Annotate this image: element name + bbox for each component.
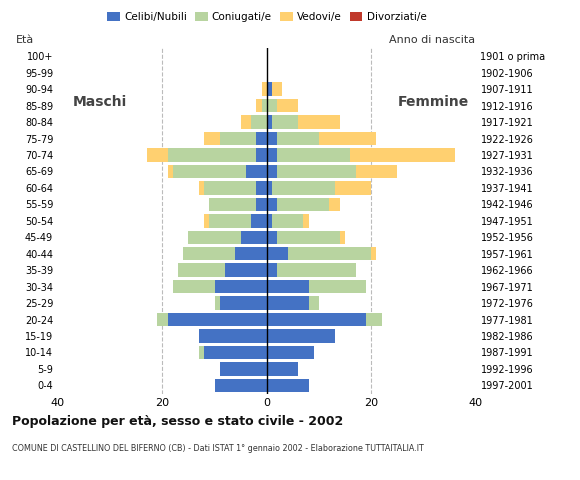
Bar [267,83,272,96]
Bar [267,296,309,310]
Bar [188,230,241,244]
Bar [168,313,267,326]
Bar [204,214,209,228]
Bar [267,115,272,129]
Bar [209,198,256,211]
Bar [241,230,267,244]
Text: COMUNE DI CASTELLINO DEL BIFERNO (CB) - Dati ISTAT 1° gennaio 2002 - Elaborazion: COMUNE DI CASTELLINO DEL BIFERNO (CB) - … [12,444,423,453]
Bar [272,214,303,228]
Bar [277,99,298,112]
Bar [277,230,340,244]
Bar [256,99,262,112]
Bar [267,148,277,162]
Bar [272,83,282,96]
Bar [267,247,288,261]
Bar [335,181,371,194]
Bar [256,148,267,162]
Bar [215,280,267,293]
Bar [267,313,366,326]
Bar [168,165,173,178]
Bar [356,165,397,178]
Bar [256,181,267,194]
Bar [220,362,267,376]
Legend: Celibi/Nubili, Coniugati/e, Vedovi/e, Divorziati/e: Celibi/Nubili, Coniugati/e, Vedovi/e, Di… [103,8,430,26]
Bar [277,198,329,211]
Bar [309,296,319,310]
Bar [288,247,371,261]
Bar [267,362,298,376]
Bar [319,132,376,145]
Bar [199,329,267,343]
Bar [267,264,277,277]
Bar [199,181,204,194]
Bar [267,198,277,211]
Bar [267,230,277,244]
Bar [267,329,335,343]
Bar [309,280,366,293]
Text: Anno di nascita: Anno di nascita [390,35,476,45]
Bar [183,247,235,261]
Bar [215,379,267,392]
Bar [267,132,277,145]
Bar [262,83,267,96]
Bar [277,132,319,145]
Bar [199,346,204,359]
Bar [267,346,314,359]
Bar [267,280,309,293]
Bar [340,230,345,244]
Bar [277,148,350,162]
Bar [366,313,382,326]
Bar [204,346,267,359]
Bar [204,181,256,194]
Bar [267,181,272,194]
Bar [256,132,267,145]
Bar [298,115,340,129]
Text: Età: Età [16,35,34,45]
Bar [204,132,220,145]
Text: Femmine: Femmine [398,95,469,109]
Bar [303,214,309,228]
Bar [267,165,277,178]
Bar [241,115,251,129]
Bar [267,214,272,228]
Bar [272,115,298,129]
Bar [209,214,251,228]
Bar [350,148,455,162]
Bar [262,99,267,112]
Bar [246,165,267,178]
Bar [251,214,267,228]
Text: Maschi: Maschi [72,95,127,109]
Bar [220,296,267,310]
Bar [173,165,246,178]
Bar [225,264,267,277]
Bar [147,148,168,162]
Bar [168,148,256,162]
Bar [277,264,356,277]
Bar [267,379,309,392]
Bar [371,247,376,261]
Bar [256,198,267,211]
Bar [157,313,168,326]
Bar [220,132,256,145]
Bar [329,198,340,211]
Bar [178,264,225,277]
Bar [251,115,267,129]
Bar [267,99,277,112]
Bar [277,165,356,178]
Bar [173,280,215,293]
Bar [215,296,220,310]
Bar [235,247,267,261]
Text: Popolazione per età, sesso e stato civile - 2002: Popolazione per età, sesso e stato civil… [12,415,343,428]
Bar [272,181,335,194]
